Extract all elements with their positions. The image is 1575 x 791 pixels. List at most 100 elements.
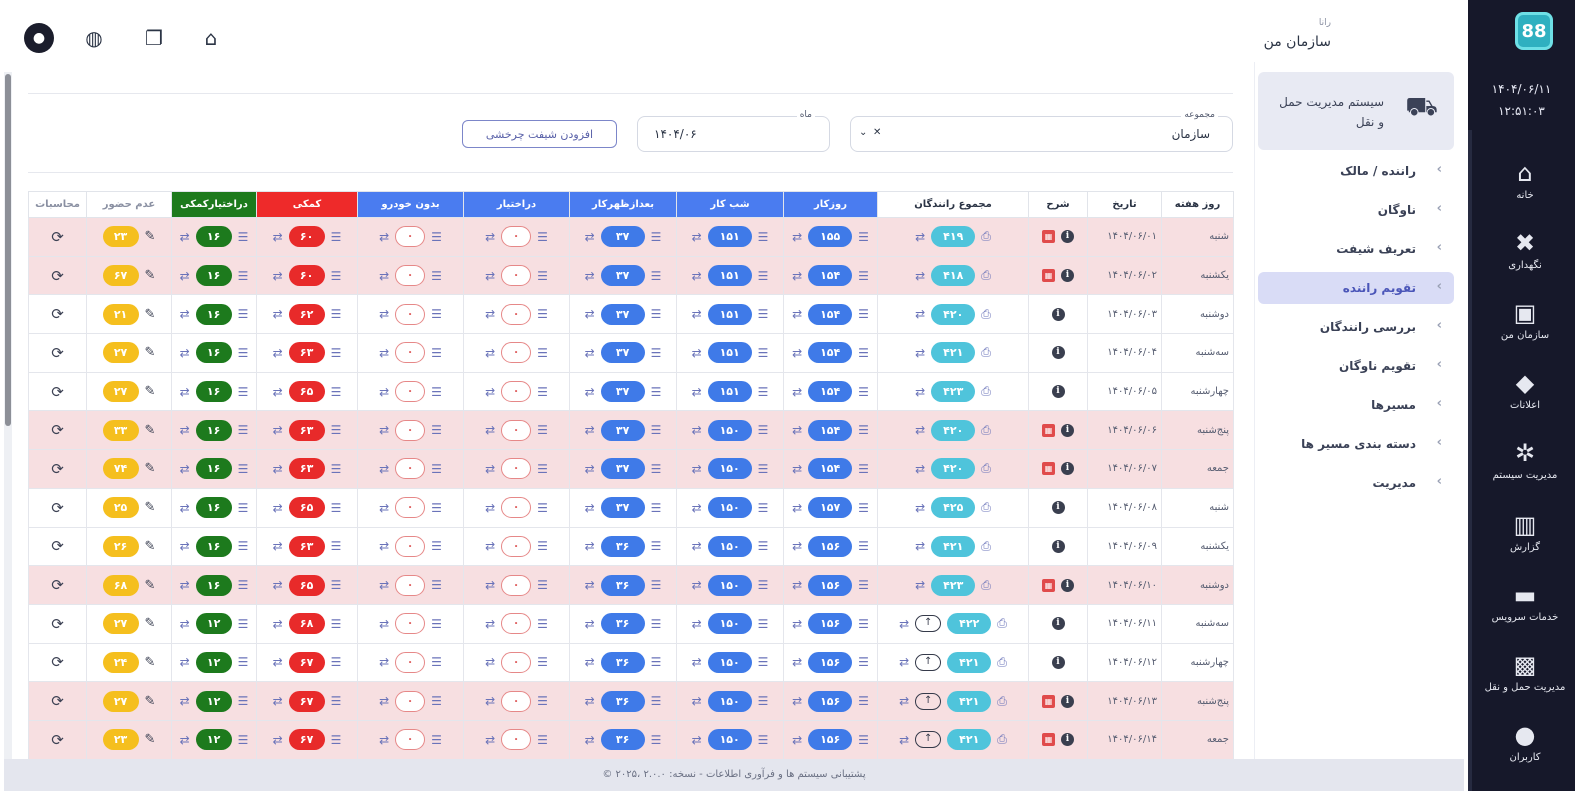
menu-item-driver-calendar[interactable]: ‹ تقویم راننده	[1258, 272, 1454, 304]
list-icon[interactable]: ☰	[237, 423, 249, 438]
swap-icon[interactable]: ⇄	[691, 345, 702, 360]
print-icon[interactable]: ⎙	[981, 306, 991, 321]
swap-icon[interactable]: ⇄	[899, 732, 910, 747]
swap-icon[interactable]: ⇄	[915, 229, 926, 244]
info-icon[interactable]: i	[1061, 694, 1074, 708]
avail-helper-count[interactable]: ۱۶	[195, 303, 232, 325]
day-count[interactable]: ۱۵۴	[808, 303, 853, 325]
swap-icon[interactable]: ⇄	[179, 616, 190, 631]
refresh-icon[interactable]: ⟳	[51, 266, 64, 285]
info-icon[interactable]: i	[1051, 617, 1065, 631]
avail-helper-count[interactable]: ۱۲	[195, 651, 232, 673]
info-icon[interactable]: i	[1051, 385, 1065, 399]
list-icon[interactable]: ☰	[650, 655, 662, 670]
refresh-icon[interactable]: ⟳	[51, 343, 64, 362]
day-count[interactable]: ۱۵۴	[808, 265, 853, 287]
shortage-count[interactable]: ۶۳	[288, 458, 325, 480]
absence-count[interactable]: ۲۱	[102, 303, 139, 325]
list-icon[interactable]: ☰	[757, 539, 769, 554]
edit-icon[interactable]: ✎	[144, 229, 156, 245]
info-icon[interactable]: i	[1061, 578, 1074, 592]
list-icon[interactable]: ☰	[757, 694, 769, 709]
swap-icon[interactable]: ⇄	[915, 384, 926, 399]
list-icon[interactable]: ☰	[330, 461, 342, 476]
night-count[interactable]: ۱۵۰	[707, 574, 752, 596]
novehicle-count[interactable]: ۰	[395, 497, 426, 519]
info-icon[interactable]: i	[1061, 423, 1074, 437]
absence-count[interactable]: ۲۷	[102, 690, 139, 712]
swap-icon[interactable]: ⇄	[915, 578, 926, 593]
swap-icon[interactable]: ⇄	[691, 616, 702, 631]
list-icon[interactable]: ☰	[330, 732, 342, 747]
available-count[interactable]: ۰	[501, 419, 532, 441]
list-icon[interactable]: ☰	[858, 384, 869, 399]
novehicle-count[interactable]: ۰	[395, 419, 426, 441]
swap-icon[interactable]: ⇄	[792, 307, 803, 322]
afternoon-count[interactable]: ۳۶	[600, 690, 645, 712]
avail-helper-count[interactable]: ۱۲	[195, 729, 232, 751]
print-icon[interactable]: ⎙	[997, 693, 1007, 708]
refresh-icon[interactable]: ⟳	[51, 653, 64, 672]
shortage-count[interactable]: ۶۲	[288, 303, 325, 325]
total-count[interactable]: ۴۲۲	[947, 613, 992, 635]
list-icon[interactable]: ☰	[650, 539, 662, 554]
list-icon[interactable]: ☰	[537, 500, 548, 515]
swap-icon[interactable]: ⇄	[179, 694, 190, 709]
edit-icon[interactable]: ✎	[144, 500, 156, 516]
list-icon[interactable]: ☰	[650, 500, 662, 515]
calendar-icon[interactable]: ▦	[1042, 462, 1055, 476]
add-rotating-shift-button[interactable]: افزودن شیفت چرخشی	[462, 120, 617, 148]
avail-helper-count[interactable]: ۱۶	[195, 381, 232, 403]
swap-icon[interactable]: ⇄	[584, 307, 595, 322]
swap-icon[interactable]: ⇄	[379, 461, 390, 476]
available-count[interactable]: ۰	[501, 265, 532, 287]
print-icon[interactable]: ⎙	[981, 268, 991, 283]
menu-item-shift-definition[interactable]: ‹ تعریف شیفت	[1258, 233, 1454, 265]
afternoon-count[interactable]: ۳۶	[600, 574, 645, 596]
swap-icon[interactable]: ⇄	[179, 578, 190, 593]
day-count[interactable]: ۱۵۶	[808, 613, 853, 635]
novehicle-count[interactable]: ۰	[395, 226, 426, 248]
list-icon[interactable]: ☰	[858, 655, 869, 670]
print-icon[interactable]: ⎙	[981, 500, 991, 515]
absence-count[interactable]: ۷۴	[102, 458, 139, 480]
swap-icon[interactable]: ⇄	[584, 578, 595, 593]
shortage-count[interactable]: ۶۵	[288, 574, 325, 596]
menu-item-route-categories[interactable]: ‹ دسته بندی مسیر ها	[1258, 428, 1454, 460]
total-count[interactable]: ۴۱۹	[931, 226, 976, 248]
edit-icon[interactable]: ✎	[144, 268, 156, 284]
edit-icon[interactable]: ✎	[144, 538, 156, 554]
print-icon[interactable]: ⎙	[981, 384, 991, 399]
rail-item-transport[interactable]: ▩ مدیریت حمل و نقل	[1475, 650, 1575, 693]
list-icon[interactable]: ☰	[330, 268, 342, 283]
swap-icon[interactable]: ⇄	[915, 268, 926, 283]
avail-helper-count[interactable]: ۱۶	[195, 574, 232, 596]
list-icon[interactable]: ☰	[757, 616, 769, 631]
refresh-icon[interactable]: ⟳	[51, 227, 64, 246]
info-icon[interactable]: i	[1061, 269, 1074, 283]
calendar-icon[interactable]: ▦	[1042, 694, 1055, 708]
absence-count[interactable]: ۶۷	[102, 265, 139, 287]
swap-icon[interactable]: ⇄	[899, 616, 910, 631]
swap-icon[interactable]: ⇄	[915, 539, 926, 554]
swap-icon[interactable]: ⇄	[379, 694, 390, 709]
edit-icon[interactable]: ✎	[144, 577, 156, 593]
list-icon[interactable]: ☰	[650, 229, 662, 244]
swap-icon[interactable]: ⇄	[379, 732, 390, 747]
calendar-icon[interactable]: ▦	[1042, 733, 1055, 747]
refresh-icon[interactable]: ⟳	[51, 498, 64, 517]
avail-helper-count[interactable]: ۱۶	[195, 265, 232, 287]
list-icon[interactable]: ☰	[237, 268, 249, 283]
print-icon[interactable]: ⎙	[997, 732, 1007, 747]
novehicle-count[interactable]: ۰	[395, 535, 426, 557]
info-icon[interactable]: i	[1061, 462, 1074, 476]
list-icon[interactable]: ☰	[330, 578, 342, 593]
total-count[interactable]: ۴۱۸	[931, 265, 976, 287]
refresh-icon[interactable]: ⟳	[51, 305, 64, 324]
absence-count[interactable]: ۲۵	[102, 497, 139, 519]
available-count[interactable]: ۰	[501, 303, 532, 325]
swap-icon[interactable]: ⇄	[792, 423, 803, 438]
list-icon[interactable]: ☰	[237, 345, 249, 360]
list-icon[interactable]: ☰	[537, 694, 548, 709]
swap-icon[interactable]: ⇄	[379, 307, 390, 322]
